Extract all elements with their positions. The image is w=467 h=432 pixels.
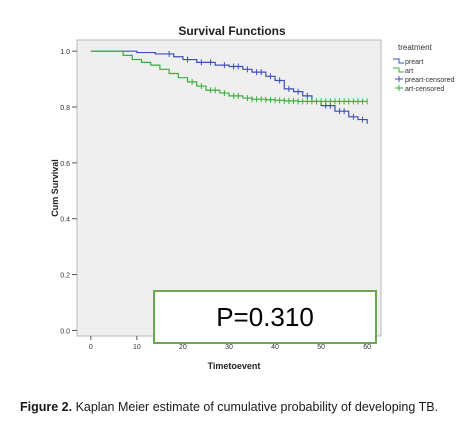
plot-area xyxy=(76,39,382,337)
y-tick-label: 0.0 xyxy=(60,328,70,335)
x-tick-label: 20 xyxy=(179,344,187,351)
series-line-preart xyxy=(90,50,368,124)
x-tick-label: 0 xyxy=(89,344,93,351)
chart-title: Survival Functions xyxy=(178,24,286,38)
p-value-box: P=0.310 xyxy=(153,290,377,344)
legend-title: treatment xyxy=(398,43,433,52)
legend-label: preart-censored xyxy=(405,77,455,84)
x-tick-label: 10 xyxy=(133,344,141,351)
legend-label: art xyxy=(405,68,413,75)
caption-label: Figure 2. xyxy=(20,400,73,414)
series-line-art xyxy=(90,50,368,103)
p-value-text: P=0.310 xyxy=(216,301,314,332)
y-tick-label: 0.6 xyxy=(60,161,70,168)
legend-swatch xyxy=(393,67,404,73)
x-tick-label: 30 xyxy=(225,344,233,351)
x-tick-label: 60 xyxy=(363,344,371,351)
legend-label: art-censored xyxy=(405,86,444,93)
legend-swatch xyxy=(393,58,404,64)
y-axis-label: Cum Survival xyxy=(50,159,60,217)
y-tick-label: 0.8 xyxy=(60,105,70,112)
caption-text: Kaplan Meier estimate of cumulative prob… xyxy=(72,400,439,414)
x-tick-label: 50 xyxy=(317,344,325,351)
legend-label: preart xyxy=(405,59,423,66)
series-art xyxy=(90,50,368,105)
x-tick-label: 40 xyxy=(271,344,279,351)
y-tick-label: 0.4 xyxy=(60,217,70,224)
x-axis-label: Timetoevent xyxy=(208,361,261,371)
y-tick-label: 1.0 xyxy=(60,49,70,56)
figure-caption: Figure 2. Kaplan Meier estimate of cumul… xyxy=(20,400,460,414)
y-tick-label: 0.2 xyxy=(60,273,70,280)
series-preart xyxy=(90,50,368,124)
